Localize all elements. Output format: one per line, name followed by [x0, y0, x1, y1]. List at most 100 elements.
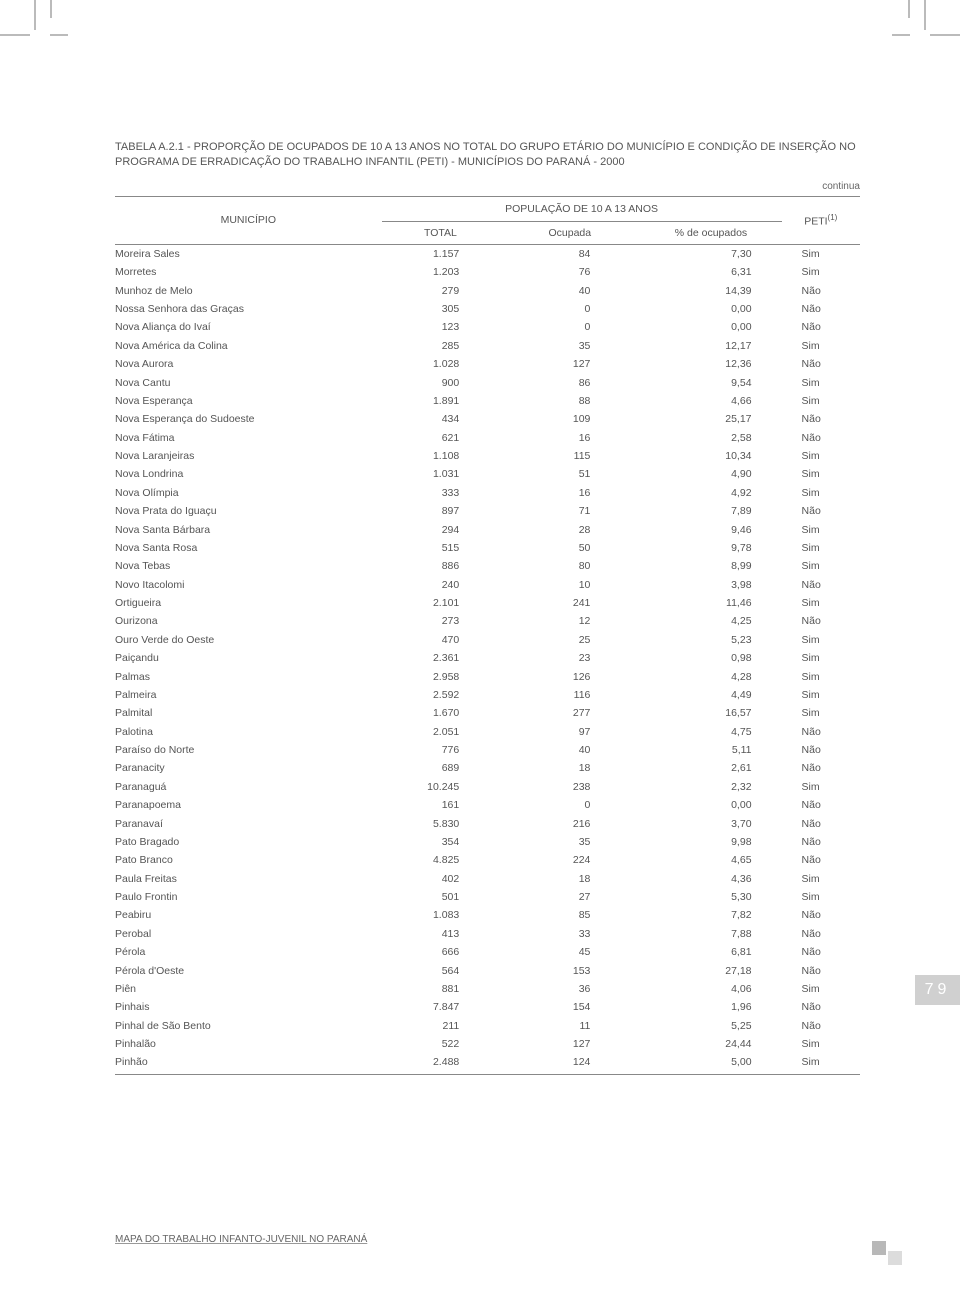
- table-row: Piên881364,06Sim: [115, 980, 860, 998]
- table-row: Palotina2.051974,75Não: [115, 723, 860, 741]
- table-cell: 86: [499, 373, 640, 391]
- table-cell: 621: [382, 429, 500, 447]
- table-cell: Sim: [782, 373, 860, 391]
- table-cell: 216: [499, 814, 640, 832]
- table-cell: 36: [499, 980, 640, 998]
- table-cell: 33: [499, 925, 640, 943]
- table-cell: 18: [499, 759, 640, 777]
- table-row: Moreira Sales1.157847,30Sim: [115, 244, 860, 263]
- table-cell: Não: [782, 1017, 860, 1035]
- table-cell: 84: [499, 244, 640, 263]
- table-cell: 4,06: [640, 980, 781, 998]
- table-cell: Não: [782, 429, 860, 447]
- table-cell: Munhoz de Melo: [115, 282, 382, 300]
- table-cell: 9,98: [640, 833, 781, 851]
- table-cell: 273: [382, 612, 500, 630]
- table-cell: Nova Santa Bárbara: [115, 520, 382, 538]
- table-cell: 501: [382, 888, 500, 906]
- table-cell: 11,46: [640, 594, 781, 612]
- header-total: TOTAL: [382, 221, 500, 244]
- table-cell: 1.203: [382, 263, 500, 281]
- table-cell: 28: [499, 520, 640, 538]
- table-cell: Sim: [782, 594, 860, 612]
- table-cell: Não: [782, 410, 860, 428]
- table-cell: Sim: [782, 649, 860, 667]
- table-cell: Não: [782, 833, 860, 851]
- table-cell: Sim: [782, 686, 860, 704]
- page-number: 79: [925, 981, 951, 999]
- table-cell: 116: [499, 686, 640, 704]
- table-cell: Não: [782, 759, 860, 777]
- table-cell: 279: [382, 282, 500, 300]
- table-cell: 2.101: [382, 594, 500, 612]
- table-cell: 8,99: [640, 557, 781, 575]
- table-cell: 211: [382, 1017, 500, 1035]
- table-row: Ortigueira2.10124111,46Sim: [115, 594, 860, 612]
- table-cell: Sim: [782, 667, 860, 685]
- table-cell: 88: [499, 392, 640, 410]
- table-cell: 0,00: [640, 300, 781, 318]
- table-cell: Não: [782, 998, 860, 1016]
- table-cell: 5,30: [640, 888, 781, 906]
- header-municipio: MUNICÍPIO: [115, 196, 382, 244]
- table-cell: Sim: [782, 631, 860, 649]
- table-cell: Paiçandu: [115, 649, 382, 667]
- continua-label: continua: [115, 181, 860, 192]
- table-cell: 4,28: [640, 667, 781, 685]
- table-cell: Não: [782, 814, 860, 832]
- table-row: Paranavaí5.8302163,70Não: [115, 814, 860, 832]
- table-cell: Peabiru: [115, 906, 382, 924]
- table-cell: Morretes: [115, 263, 382, 281]
- table-cell: 50: [499, 539, 640, 557]
- table-cell: Nova Prata do Iguaçu: [115, 502, 382, 520]
- table-cell: 224: [499, 851, 640, 869]
- table-cell: 6,81: [640, 943, 781, 961]
- table-cell: 71: [499, 502, 640, 520]
- table-cell: 5,11: [640, 741, 781, 759]
- table-cell: Nova Esperança: [115, 392, 382, 410]
- table-cell: Não: [782, 925, 860, 943]
- header-populacao-group: POPULAÇÃO DE 10 A 13 ANOS: [382, 196, 782, 221]
- table-cell: 16,57: [640, 704, 781, 722]
- header-ocupada: Ocupada: [499, 221, 640, 244]
- table-cell: Não: [782, 612, 860, 630]
- table-title-label: TABELA A.2.1 -: [115, 141, 194, 153]
- table-row: Pato Branco4.8252244,65Não: [115, 851, 860, 869]
- table-cell: Não: [782, 300, 860, 318]
- table-cell: Não: [782, 906, 860, 924]
- table-cell: Sim: [782, 337, 860, 355]
- table-cell: 0: [499, 318, 640, 336]
- table-cell: 23: [499, 649, 640, 667]
- table-cell: Ouro Verde do Oeste: [115, 631, 382, 649]
- page-number-tab: 79: [915, 975, 960, 1005]
- table-cell: 10,34: [640, 447, 781, 465]
- table-cell: 434: [382, 410, 500, 428]
- table-cell: Pérola d'Oeste: [115, 961, 382, 979]
- table-cell: 115: [499, 447, 640, 465]
- table-row: Nossa Senhora das Graças30500,00Não: [115, 300, 860, 318]
- table-cell: Sim: [782, 557, 860, 575]
- table-row: Paula Freitas402184,36Sim: [115, 870, 860, 888]
- table-cell: Não: [782, 355, 860, 373]
- table-cell: 515: [382, 539, 500, 557]
- table-cell: 2,32: [640, 778, 781, 796]
- table-cell: 85: [499, 906, 640, 924]
- table-cell: 124: [499, 1053, 640, 1075]
- table-cell: 5,00: [640, 1053, 781, 1075]
- table-row: Nova Santa Rosa515509,78Sim: [115, 539, 860, 557]
- table-cell: 277: [499, 704, 640, 722]
- table-row: Nova Aliança do Ivaí12300,00Não: [115, 318, 860, 336]
- table-cell: Nova Londrina: [115, 465, 382, 483]
- table-cell: Nova Tebas: [115, 557, 382, 575]
- table-cell: Paraíso do Norte: [115, 741, 382, 759]
- bottom-decoration: [852, 1245, 902, 1265]
- table-cell: 897: [382, 502, 500, 520]
- table-cell: Sim: [782, 1053, 860, 1075]
- table-cell: Ourizona: [115, 612, 382, 630]
- table-cell: Não: [782, 576, 860, 594]
- table-cell: 27,18: [640, 961, 781, 979]
- table-cell: 5.830: [382, 814, 500, 832]
- table-cell: 564: [382, 961, 500, 979]
- table-cell: Sim: [782, 520, 860, 538]
- table-cell: 51: [499, 465, 640, 483]
